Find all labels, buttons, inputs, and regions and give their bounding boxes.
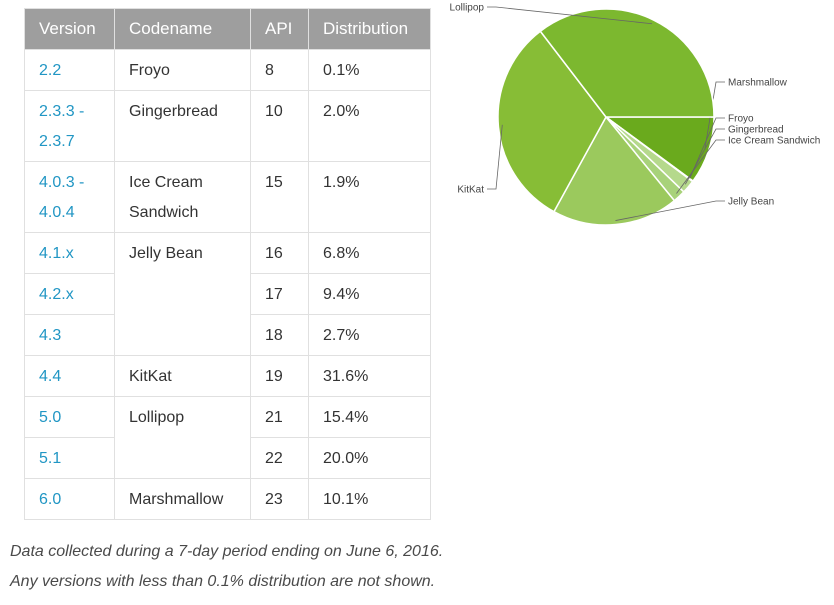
leader-line-froyo: [689, 117, 725, 180]
version-cell[interactable]: 2.3.3 - 2.3.7: [24, 90, 115, 162]
table-row: 5.0 Lollipop 21 15.4%: [24, 396, 431, 479]
table-row: 4.4 KitKat 19 31.6%: [24, 355, 431, 397]
leader-line-kitkat: [487, 124, 503, 190]
pie-label-marshmallow: Marshmallow: [728, 78, 788, 89]
api-cell: 17: [250, 273, 309, 315]
distribution-cell: 15.4%: [308, 396, 431, 438]
codename-cell: Gingerbread: [114, 90, 251, 162]
table-row: 4.0.3 - 4.0.4 Ice Cream Sandwich 15 1.9%: [24, 161, 431, 233]
table-row: 4.1.x Jelly Bean 16 6.8%: [24, 232, 431, 356]
table-row: 6.0 Marshmallow 23 10.1%: [24, 478, 431, 520]
distribution-cell: 1.9%: [308, 161, 431, 233]
distribution-table: Version Codename API Distribution 2.2 Fr…: [24, 8, 431, 520]
distribution-cell: 0.1%: [308, 49, 431, 91]
codename-cell: Ice Cream Sandwich: [114, 161, 251, 233]
api-cell: 18: [250, 314, 309, 356]
pie-label-ice-cream-sandwich: Ice Cream Sandwich: [728, 136, 820, 147]
api-cell: 8: [250, 49, 309, 91]
version-cell[interactable]: 4.0.3 - 4.0.4: [24, 161, 115, 233]
codename-cell: Froyo: [114, 49, 251, 91]
distribution-cell: 6.8%: [308, 232, 431, 274]
distribution-cell: 20.0%: [308, 437, 431, 479]
table-row: 2.2 Froyo 8 0.1%: [24, 49, 431, 91]
codename-cell: Marshmallow: [114, 478, 251, 520]
distribution-cell: 2.7%: [308, 314, 431, 356]
leader-line-jelly-bean: [615, 200, 725, 221]
api-cell: 10: [250, 90, 309, 162]
api-cell: 21: [250, 396, 309, 438]
distribution-cell: 2.0%: [308, 90, 431, 162]
api-cell: 22: [250, 437, 309, 479]
table-row: 4.3 18 2.7%: [24, 314, 431, 356]
table-row: 5.1 22 20.0%: [24, 437, 431, 479]
pie-label-gingerbread: Gingerbread: [728, 125, 784, 136]
pie-label-jelly-bean: Jelly Bean: [728, 197, 774, 208]
api-cell: 15: [250, 161, 309, 233]
api-cell: 16: [250, 232, 309, 274]
leader-line-ice-cream-sandwich: [676, 139, 725, 194]
version-cell[interactable]: 5.0: [24, 396, 115, 438]
threshold-note: Any versions with less than 0.1% distrib…: [10, 573, 436, 590]
table-row: 4.2.x 17 9.4%: [24, 273, 431, 315]
distribution-cell: 10.1%: [308, 478, 431, 520]
codename-cell: Lollipop: [114, 396, 251, 479]
distribution-cell: 31.6%: [308, 355, 431, 397]
version-cell[interactable]: 4.1.x: [24, 232, 115, 274]
header-distribution: Distribution: [308, 8, 431, 50]
leader-line-lollipop: [487, 6, 653, 25]
version-cell[interactable]: 5.1: [24, 437, 115, 479]
table-header-row: Version Codename API Distribution: [24, 8, 431, 50]
leader-line-marshmallow: [704, 81, 725, 150]
header-codename: Codename: [114, 8, 251, 50]
distribution-cell: 9.4%: [308, 273, 431, 315]
version-cell[interactable]: 6.0: [24, 478, 115, 520]
codename-cell: Jelly Bean: [114, 232, 251, 356]
version-cell[interactable]: 4.4: [24, 355, 115, 397]
codename-cell: KitKat: [114, 355, 251, 397]
pie-slice-kitkat: [497, 30, 607, 213]
header-api: API: [250, 8, 309, 50]
data-collection-note: Data collected during a 7-day period end…: [10, 543, 444, 560]
leader-line-gingerbread: [684, 128, 725, 185]
version-cell[interactable]: 2.2: [24, 49, 115, 91]
version-cell[interactable]: 4.2.x: [24, 273, 115, 315]
pie-slice-lollipop: [539, 8, 715, 118]
pie-label-froyo: Froyo: [728, 114, 754, 125]
table-row: 2.3.3 - 2.3.7 Gingerbread 10 2.0%: [24, 90, 431, 162]
pie-slice-jelly-bean: [552, 115, 676, 226]
api-cell: 23: [250, 478, 309, 520]
pie-label-lollipop: Lollipop: [450, 3, 485, 14]
header-version: Version: [24, 8, 115, 50]
version-cell[interactable]: 4.3: [24, 314, 115, 356]
pie-label-kitkat: KitKat: [457, 185, 484, 196]
api-cell: 19: [250, 355, 309, 397]
